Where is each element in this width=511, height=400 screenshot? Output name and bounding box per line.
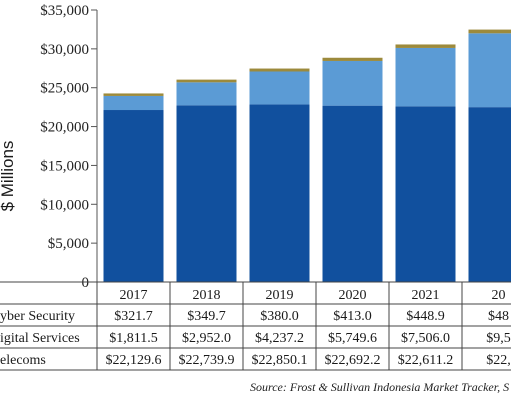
table-value: $22,739.9 (179, 353, 235, 368)
bar-segment-digital-services (322, 60, 383, 106)
table-value: $413.0 (333, 309, 372, 324)
bar-segment-cyber-security (395, 44, 456, 48)
bar-segment-cyber-security (468, 29, 511, 34)
table-value: $380.0 (260, 309, 299, 324)
table-value: $22, (486, 353, 511, 368)
bar-segment-cyber-security (322, 57, 383, 61)
bar-segment-digital-services (103, 95, 164, 111)
x-tick-label: 2017 (120, 288, 148, 303)
table-value: $22,129.6 (106, 353, 162, 368)
bar-segment-telecoms (249, 104, 310, 282)
bar-segment-cyber-security (176, 79, 237, 83)
y-tick-label: 0 (82, 275, 90, 291)
table-value: $1,811.5 (109, 331, 157, 346)
bar-segment-telecoms (176, 105, 237, 282)
table-value: $7,506.0 (401, 331, 450, 346)
table-value: $321.7 (114, 309, 153, 324)
table-value: $22,692.2 (325, 353, 381, 368)
y-tick-label: $20,000 (40, 120, 89, 136)
table-value: $22,850.1 (252, 353, 308, 368)
table-row-label: yber Security (0, 309, 75, 324)
table-value: $4,237.2 (255, 331, 304, 346)
table-row-label: igital Services (0, 331, 80, 346)
y-tick-label: $35,000 (40, 3, 89, 19)
x-tick-label: 2021 (412, 288, 440, 303)
y-tick-label: $5,000 (48, 236, 89, 252)
table-value: $2,952.0 (182, 331, 231, 346)
table-value: $9,5 (486, 331, 511, 346)
bar-segment-telecoms (103, 110, 164, 282)
bar-segment-telecoms (322, 105, 383, 282)
x-tick-label: 20 (492, 288, 506, 303)
y-tick-label: $10,000 (40, 197, 89, 213)
table-value: $48 (488, 309, 509, 324)
table-value: $5,749.6 (328, 331, 377, 346)
table-value: $349.7 (187, 309, 226, 324)
bar-segment-cyber-security (103, 93, 164, 96)
bar-segment-digital-services (249, 71, 310, 105)
bar-segment-telecoms (468, 107, 511, 283)
bar-segment-digital-services (176, 82, 237, 106)
bar-segment-digital-services (395, 47, 456, 107)
source-note: Source: Frost & Sullivan Indonesia Marke… (250, 380, 510, 394)
x-tick-label: 2020 (339, 288, 367, 303)
bar-segment-digital-services (468, 33, 511, 108)
table-row-label: elecoms (0, 353, 46, 368)
x-tick-label: 2018 (193, 288, 221, 303)
y-tick-label: $25,000 (40, 81, 89, 97)
bar-segment-telecoms (395, 106, 456, 282)
y-axis-title: $ Millions (0, 141, 17, 212)
x-tick-label: 2019 (266, 288, 294, 303)
y-tick-label: $30,000 (40, 42, 89, 58)
y-tick-label: $15,000 (40, 158, 89, 174)
table-value: $22,611.2 (398, 353, 453, 368)
table-value: $448.9 (406, 309, 445, 324)
bar-segment-cyber-security (249, 68, 310, 72)
